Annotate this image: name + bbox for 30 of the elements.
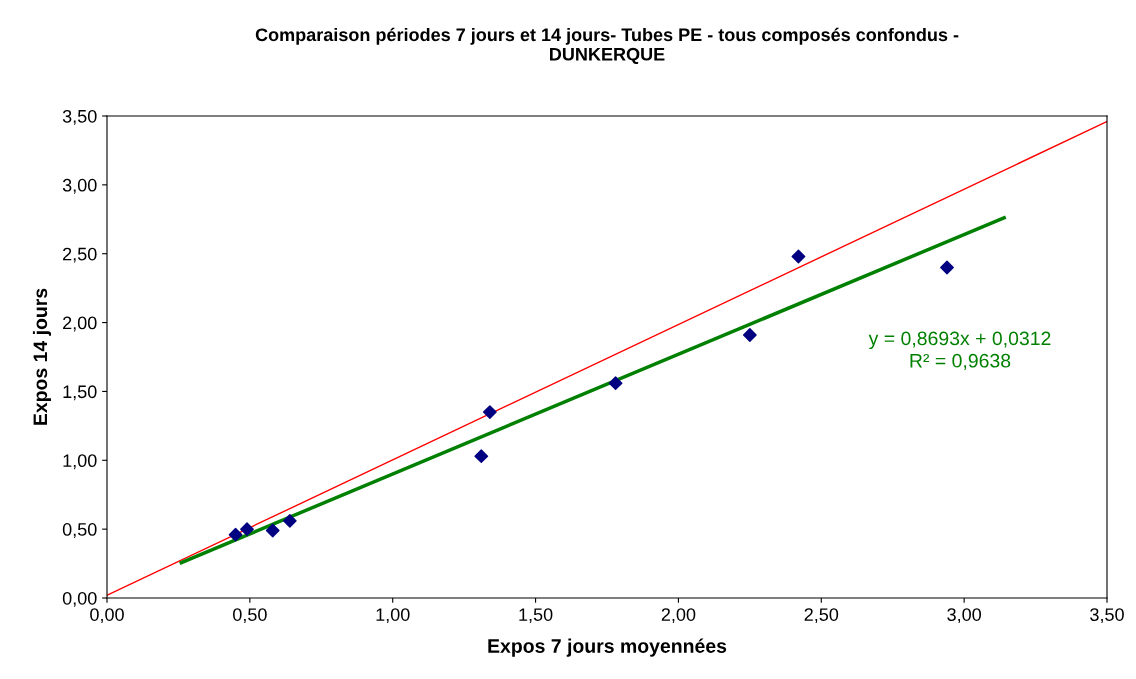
y-tick-label: 0,00 <box>62 591 97 607</box>
point <box>474 449 489 464</box>
x-tick-label: 3,00 <box>947 608 982 624</box>
point <box>282 513 297 528</box>
x-tick-label: 0,00 <box>90 608 124 624</box>
y-tick-label: 3,00 <box>62 178 97 194</box>
x-tick-label: 2,00 <box>661 608 696 624</box>
x-tick-label: 0,50 <box>232 608 267 624</box>
y-tick-label: 1,00 <box>63 454 97 470</box>
y-tick-label: 1,50 <box>63 385 97 401</box>
y-axis-title: Expos 14 jours <box>32 288 52 425</box>
chart-title: Comparaison périodes 7 jours et 14 jours- Tubes PE - tous composés confondus - DUNKERQUE <box>255 27 959 64</box>
x-tick-label: 2,50 <box>804 608 839 624</box>
point <box>228 527 243 542</box>
x-tick-label: 3,50 <box>1090 608 1124 624</box>
x-tick-label: 1,00 <box>376 608 410 624</box>
annotation: y = 0,8693x + 0,0312 R² = 0,9638 <box>868 331 1051 370</box>
point <box>742 328 757 342</box>
point <box>240 522 254 537</box>
point <box>608 376 623 391</box>
x-tick-label: 1,50 <box>519 608 553 624</box>
point <box>265 523 280 538</box>
y-tick-label: 2,50 <box>63 247 97 263</box>
y-tick-label: 2,00 <box>63 316 97 332</box>
point <box>482 405 497 419</box>
point <box>791 249 806 264</box>
point <box>940 260 954 275</box>
x-axis-title: Expos 7 jours moyennées <box>488 638 727 657</box>
y-tick-label: 0,50 <box>62 523 97 538</box>
y-tick-label: 3,50 <box>62 109 97 125</box>
